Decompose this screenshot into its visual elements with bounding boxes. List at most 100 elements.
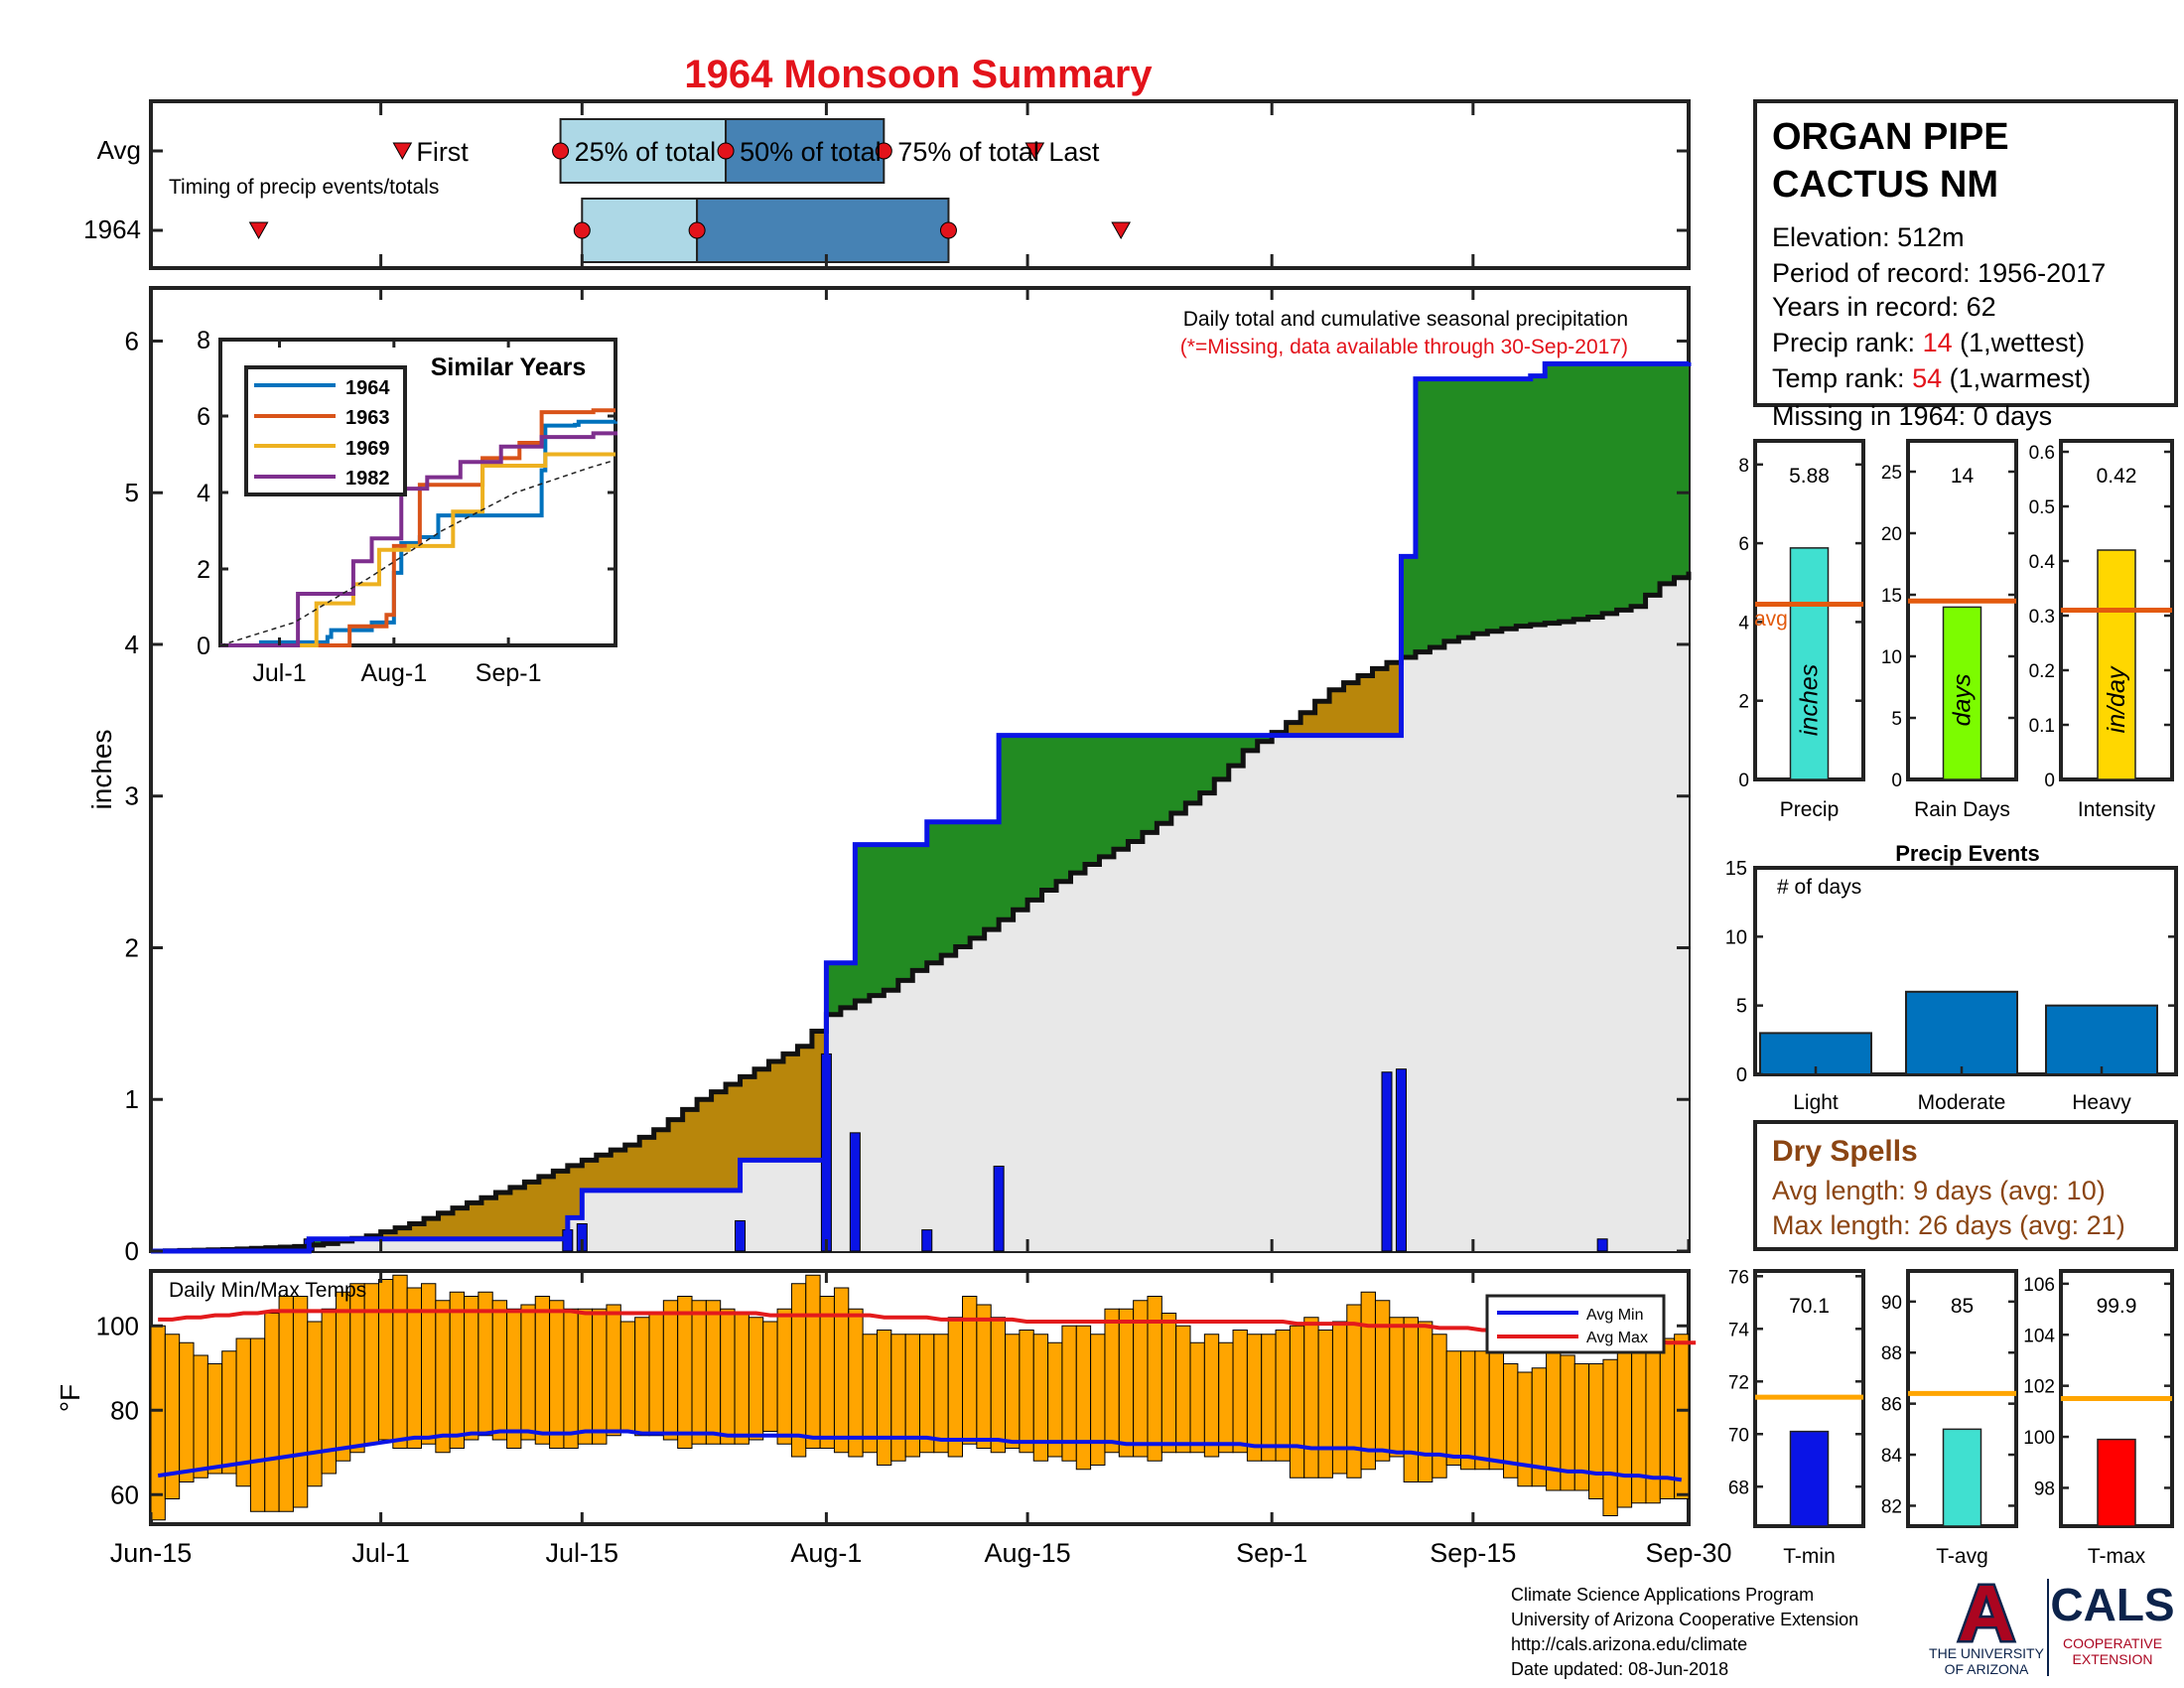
cals-wordmark: CALS bbox=[2050, 1579, 2174, 1630]
daily-temp-bar bbox=[506, 1308, 522, 1449]
daily-precip-bar bbox=[1596, 1238, 1608, 1252]
p75-marker bbox=[939, 221, 957, 239]
daily-temp-bar bbox=[449, 1291, 466, 1449]
daily-temp-bar bbox=[1261, 1334, 1277, 1462]
precip-panel-box-y-tick-label: 4 bbox=[1738, 613, 1749, 633]
intensity-panel-y-tick-label: 0.2 bbox=[2029, 661, 2055, 682]
intensity-panel-value: 0.42 bbox=[2097, 465, 2137, 488]
daily-temp-bar bbox=[1317, 1330, 1333, 1478]
intensity-panel-bar bbox=[2097, 549, 2136, 780]
rain-days-panel-y-tick-label: 10 bbox=[1881, 647, 1902, 668]
similar-line-1964 bbox=[220, 419, 617, 647]
ua-wordmark-line1: THE UNIVERSITY bbox=[1929, 1645, 2045, 1661]
precip-panel-box-bar bbox=[1789, 547, 1830, 780]
similar-line-1969 bbox=[220, 452, 615, 647]
precip-events-panel: Precip Events Light Moderate Heavy 0 5 10 15 #… bbox=[1725, 841, 2178, 1114]
t-max-panel: 99.9 98 100 102 104 106 T-max bbox=[2023, 1269, 2174, 1568]
daily-temp-bar bbox=[919, 1334, 935, 1454]
events-x-tick-label: Heavy bbox=[2072, 1091, 2131, 1114]
footer-line-3: http://cals.arizona.edu/climate bbox=[1511, 1634, 1747, 1654]
summary-panels: 5.8802468inchesPrecipavg140510152025days… bbox=[1728, 439, 2174, 1568]
daily-temp-bar bbox=[1460, 1350, 1476, 1471]
temp-y-tick-label: 80 bbox=[110, 1395, 139, 1425]
daily-temp-bar bbox=[862, 1334, 878, 1454]
daily-temp-bar bbox=[464, 1296, 479, 1441]
sim-y-tick-label: 0 bbox=[197, 633, 210, 660]
x-tick-label: Sep-15 bbox=[1430, 1538, 1516, 1568]
daily-temp-bar bbox=[805, 1274, 821, 1449]
t-max-panel-y-tick-label: 98 bbox=[2034, 1478, 2055, 1499]
sim-x-tick-label: Aug-1 bbox=[360, 659, 427, 687]
daily-temp-bar bbox=[634, 1317, 650, 1437]
intensity-panel-y-tick-label: 0.4 bbox=[2029, 552, 2056, 573]
intensity-panel-y-tick-label: 0.1 bbox=[2029, 716, 2055, 737]
rain-days-panel-value: 14 bbox=[1951, 465, 1975, 488]
daily-temp-bar bbox=[1246, 1334, 1263, 1462]
t-avg-panel-y-tick-label: 90 bbox=[1881, 1293, 1902, 1314]
t-avg-panel-bar bbox=[1942, 1428, 1982, 1527]
daily-temp-bar bbox=[691, 1300, 707, 1445]
daily-temp-bar bbox=[592, 1308, 608, 1445]
daily-temp-bar bbox=[1488, 1346, 1505, 1471]
t-avg-panel-value: 85 bbox=[1951, 1295, 1974, 1318]
daily-temp-bar bbox=[1118, 1308, 1135, 1458]
rain-days-panel: 14 0 5 10 15 20 25 days Rain Days bbox=[1881, 439, 2018, 821]
below-average-area bbox=[165, 662, 1402, 1251]
daily-temp-bar bbox=[249, 1337, 266, 1512]
p75-marker bbox=[875, 142, 892, 160]
x-tick-label: Sep-1 bbox=[1236, 1538, 1307, 1568]
daily-temp-bar bbox=[833, 1287, 850, 1454]
timing-p50-label: 50% of total bbox=[740, 137, 882, 167]
similar-years-legend: 1964 1963 1969 1982 bbox=[244, 365, 407, 496]
daily-temp-bar bbox=[1659, 1337, 1676, 1499]
dry-spells-title: Dry Spells bbox=[1772, 1135, 1918, 1168]
events-x-tick-label: Moderate bbox=[1918, 1091, 2006, 1114]
temp-y-tick-label: 100 bbox=[96, 1311, 139, 1340]
p50-marker bbox=[717, 142, 735, 160]
last-event-marker bbox=[1024, 142, 1045, 161]
t-avg-panel-y-tick-label: 86 bbox=[1881, 1395, 1902, 1416]
dry-spells-max-length: Max length: 26 days (avg: 21) bbox=[1772, 1210, 2125, 1240]
y-tick-label: 1 bbox=[125, 1084, 139, 1114]
sim-x-tick-label: Sep-1 bbox=[476, 659, 542, 687]
daily-temp-bar bbox=[705, 1300, 722, 1445]
first-event-marker bbox=[392, 142, 413, 161]
avg-cumulative-line bbox=[151, 571, 1692, 1254]
daily-temp-bar bbox=[1133, 1300, 1149, 1458]
intensity-panel-y-tick-label: 0.5 bbox=[2029, 497, 2055, 518]
daily-temp-bar bbox=[150, 1325, 166, 1521]
daily-temp-bar bbox=[1189, 1341, 1205, 1454]
precip-panel-box-y-tick-label: 0 bbox=[1738, 771, 1749, 791]
sim-y-tick-label: 6 bbox=[197, 403, 210, 431]
daily-temp-bar bbox=[662, 1300, 679, 1441]
daily-temp-bar bbox=[1047, 1341, 1063, 1458]
timing-row-label-avg: Avg bbox=[97, 135, 141, 165]
daily-temp-bar bbox=[206, 1363, 223, 1475]
daily-temp-bar bbox=[577, 1308, 594, 1445]
precip-ylabel: inches bbox=[86, 730, 117, 810]
daily-temp-bar bbox=[377, 1279, 394, 1441]
daily-temp-bar bbox=[179, 1341, 195, 1482]
precip-panel-box: 5.88 0 2 4 6 8 inches Precip avg bbox=[1738, 439, 1865, 821]
y-tick-label: 2 bbox=[125, 932, 139, 962]
events-x-tick-label: Light bbox=[1793, 1091, 1839, 1114]
daily-temp-bar bbox=[1631, 1341, 1647, 1504]
daily-temp-bar bbox=[619, 1321, 636, 1432]
timing-box-25-50 bbox=[581, 198, 699, 263]
university-of-arizona-logo: A THE UNIVERSITY OF ARIZONA bbox=[1929, 1567, 2049, 1677]
temps-legend: Avg Min Avg Max bbox=[1485, 1294, 1666, 1354]
daily-temp-bar bbox=[307, 1321, 323, 1487]
ua-wordmark-line2: OF ARIZONA bbox=[1945, 1661, 2029, 1677]
cals-coop-line2: EXTENSION bbox=[2073, 1651, 2153, 1667]
events-y-tick-label: 5 bbox=[1736, 996, 1747, 1018]
daily-temp-bar bbox=[278, 1296, 294, 1512]
daily-temp-bar bbox=[947, 1317, 964, 1458]
dry-spells-avg-length: Avg length: 9 days (avg: 10) bbox=[1772, 1176, 2106, 1205]
t-max-panel-y-tick-label: 106 bbox=[2023, 1275, 2055, 1296]
daily-temp-bar bbox=[264, 1313, 280, 1512]
rain-days-panel-y-tick-label: 25 bbox=[1881, 463, 1902, 484]
daily-temp-bar bbox=[520, 1304, 536, 1441]
y-tick-label: 4 bbox=[125, 630, 139, 659]
p50-marker bbox=[688, 221, 706, 239]
daily-temp-bar bbox=[435, 1300, 451, 1454]
